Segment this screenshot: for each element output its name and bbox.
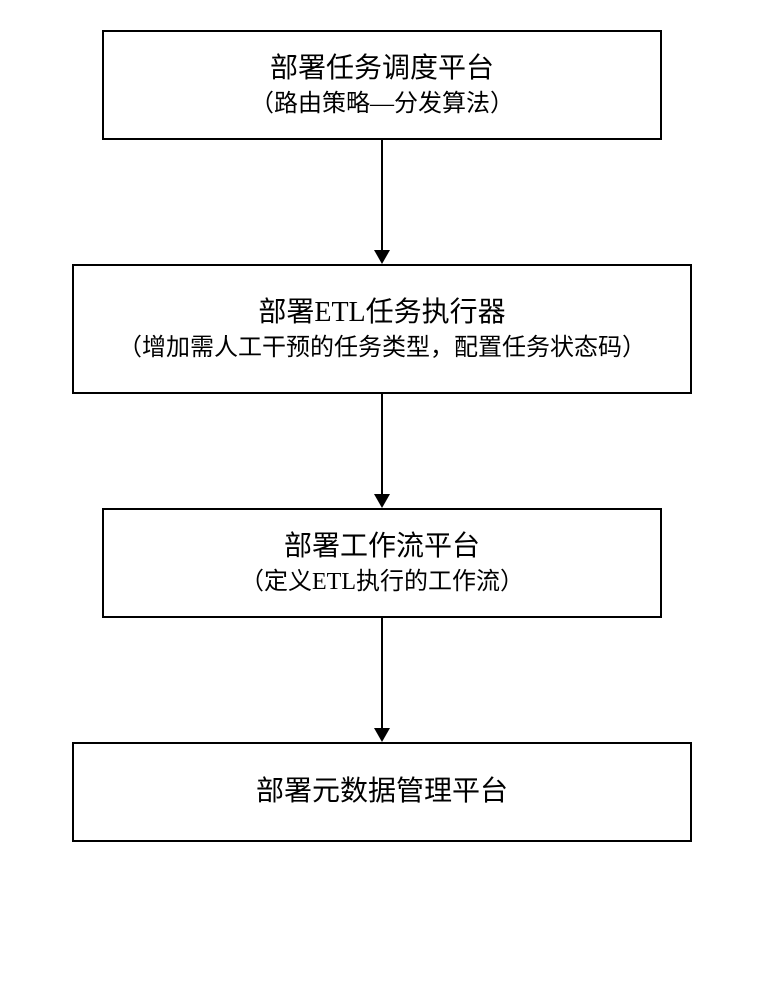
arrow-line (381, 394, 383, 494)
node-title: 部署ETL任务执行器 (258, 293, 505, 332)
arrow-head-icon (374, 250, 390, 264)
arrow-head-icon (374, 728, 390, 742)
node-title: 部署工作流平台 (284, 527, 480, 566)
node-subtitle: （路由策略—分发算法） (250, 88, 514, 122)
arrow-line (381, 140, 383, 250)
flowchart-node-4: 部署元数据管理平台 (72, 742, 692, 842)
arrow-head-icon (374, 494, 390, 508)
flowchart-arrow-2 (374, 394, 390, 508)
flowchart-arrow-3 (374, 618, 390, 742)
arrow-line (381, 618, 383, 728)
flowchart-node-1: 部署任务调度平台 （路由策略—分发算法） (102, 30, 662, 140)
node-subtitle: （定义ETL执行的工作流） (240, 566, 524, 600)
node-title: 部署元数据管理平台 (256, 772, 508, 811)
flowchart-node-3: 部署工作流平台 （定义ETL执行的工作流） (102, 508, 662, 618)
flowchart-arrow-1 (374, 140, 390, 264)
node-title: 部署任务调度平台 (270, 49, 494, 88)
flowchart-container: 部署任务调度平台 （路由策略—分发算法） 部署ETL任务执行器 （增加需人工干预… (72, 30, 692, 842)
node-subtitle: （增加需人工干预的任务类型，配置任务状态码） (118, 332, 646, 366)
flowchart-node-2: 部署ETL任务执行器 （增加需人工干预的任务类型，配置任务状态码） (72, 264, 692, 394)
